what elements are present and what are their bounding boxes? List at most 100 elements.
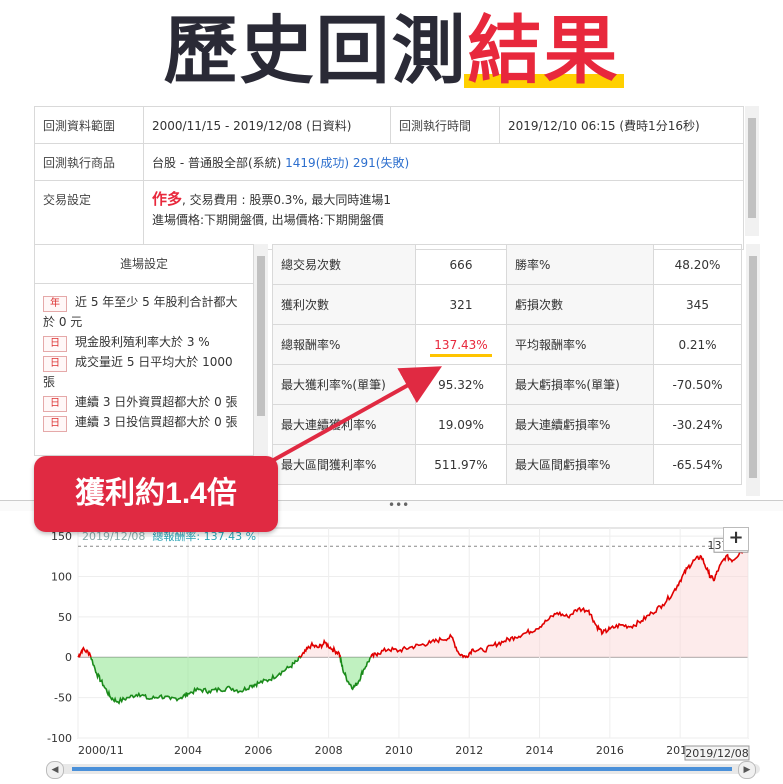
stat-value: 19.09% (415, 404, 507, 445)
exec-time-value: 2019/12/10 06:15 (費時1分16秒) (499, 106, 744, 144)
panel-splitter[interactable]: ••• (0, 498, 783, 512)
page-title: 歷史回測結果 (0, 6, 783, 96)
x-tick-label: 2014 (526, 744, 554, 757)
title-part2: 結果 (467, 8, 620, 94)
stats-row: 最大連續獲利率% 19.09% 最大連續虧損率% -30.24% (272, 404, 742, 445)
condition-item: 日成交量近 5 日平均大於 1000 張 (43, 352, 245, 392)
stat-value: 666 (415, 244, 507, 285)
chart-scroll-thumb[interactable] (72, 767, 732, 771)
y-tick-label: 100 (51, 570, 72, 583)
chart-areas (78, 544, 748, 704)
entry-conditions: 年近 5 年至少 5 年股利合計都大於 0 元 日現金股利殖利率大於 3 % 日… (35, 292, 253, 432)
trade-fee: , 交易費用 : 股票0.3%, 最大同時進場1 (182, 193, 392, 207)
entry-scrollbar[interactable] (254, 244, 268, 456)
stats-row: 總交易次數 666 勝率% 48.20% (272, 244, 742, 285)
success-link[interactable]: 1419(成功) (285, 155, 350, 170)
stat-key: 勝率% (506, 244, 654, 285)
range-label: 回測資料範圍 (34, 106, 144, 144)
total-return-value: 137.43% (434, 337, 488, 352)
stat-value: -70.50% (653, 364, 742, 405)
loss-line (339, 656, 372, 691)
profit-line (300, 638, 341, 659)
stat-key: 最大區間獲利率% (272, 444, 416, 485)
profit-line (370, 544, 749, 659)
stats-row: 獲利次數 321 虧損次數 345 (272, 284, 742, 325)
y-tick-label: 150 (51, 530, 72, 543)
legend-label: 總報酬率: 137.43 % (152, 530, 257, 543)
stat-value: 0.21% (653, 324, 742, 365)
stats-row: 總報酬率% 137.43% 平均報酬率% 0.21% (272, 324, 742, 365)
y-tick-label: -50 (54, 692, 72, 705)
splitter-grip-icon[interactable]: ••• (388, 498, 410, 512)
stats-scrollbar[interactable] (746, 244, 760, 496)
stat-key: 最大連續虧損率% (506, 404, 654, 445)
condition-tag: 日 (43, 396, 67, 412)
stat-value: -30.24% (653, 404, 742, 445)
profit-line (297, 655, 301, 658)
profit-callout: 獲利約1.4倍 (34, 456, 278, 532)
condition-text: 連續 3 日外資買超都大於 0 張 (75, 395, 238, 409)
stat-key: 總報酬率% (272, 324, 416, 365)
x-tick-label: 2010 (385, 744, 413, 757)
fail-link[interactable]: 291(失敗) (352, 155, 410, 170)
x-tick-label: 2016 (596, 744, 624, 757)
legend-date: 2019/12/08 (82, 530, 146, 543)
info-scroll-thumb[interactable] (748, 118, 756, 218)
stat-key: 獲利次數 (272, 284, 416, 325)
stat-key: 最大虧損率%(單筆) (506, 364, 654, 405)
profit-line (77, 646, 92, 659)
y-tick-label: 0 (65, 651, 72, 664)
info-scrollbar[interactable] (745, 106, 759, 236)
x-tick-label: 2012 (455, 744, 483, 757)
chart-legend: 2019/12/08 總報酬率: 137.43 % (82, 528, 256, 544)
condition-text: 成交量近 5 日平均大於 1000 張 (43, 355, 233, 389)
stat-value: 345 (653, 284, 742, 325)
condition-item: 年近 5 年至少 5 年股利合計都大於 0 元 (43, 292, 245, 332)
y-tick-label: -100 (47, 732, 72, 745)
condition-text: 連續 3 日投信買超都大於 0 張 (75, 415, 238, 429)
trade-settings: 作多, 交易費用 : 股票0.3%, 最大同時進場1 進場價格:下期開盤價, 出… (143, 180, 744, 250)
stat-key: 平均報酬率% (506, 324, 654, 365)
trade-price: 進場價格:下期開盤價, 出場價格:下期開盤價 (152, 213, 384, 227)
stat-key: 最大區間虧損率% (506, 444, 654, 485)
condition-item: 日連續 3 日投信買超都大於 0 張 (43, 412, 245, 432)
profit-area (300, 640, 341, 658)
x-tick-label: 2006 (244, 744, 272, 757)
stat-value: 321 (415, 284, 507, 325)
stat-key: 最大連續獲利率% (272, 404, 416, 445)
chart-horizontal-scrollbar[interactable]: ◀ ▶ (46, 761, 760, 779)
profit-area (370, 544, 748, 658)
entry-scroll-thumb[interactable] (257, 256, 265, 416)
profit-area (78, 647, 91, 658)
loss-area (90, 657, 299, 704)
exec-time-label: 回測執行時間 (390, 106, 500, 144)
condition-tag: 日 (43, 336, 67, 352)
scroll-left-icon[interactable]: ◀ (46, 761, 64, 779)
total-return-cell: 137.43% (415, 324, 507, 365)
stats-scroll-thumb[interactable] (749, 256, 757, 478)
chart-lines (77, 544, 749, 705)
stat-value: 48.20% (653, 244, 742, 285)
stat-value: 95.32% (415, 364, 507, 405)
condition-tag: 日 (43, 356, 67, 372)
product-label: 回測執行商品 (34, 143, 144, 181)
stat-value: 511.97% (415, 444, 507, 485)
condition-text: 現金股利殖利率大於 3 % (75, 335, 210, 349)
y-tick-label: 50 (58, 611, 72, 624)
product-value-cell: 台股 - 普通股全部(系統) 1419(成功) 291(失敗) (143, 143, 744, 181)
y-tick-labels: 150 100 50 0 -50 -100 (47, 530, 72, 745)
zoom-in-button[interactable]: + (723, 527, 749, 551)
x-tick-labels: 2000/11200420062008201020122014201620182… (78, 744, 748, 757)
entry-settings-panel: 進場設定 年近 5 年至少 5 年股利合計都大於 0 元 日現金股利殖利率大於 … (34, 244, 254, 456)
condition-tag: 年 (43, 296, 67, 312)
backtest-info-table: 回測資料範圍 2000/11/15 - 2019/12/08 (日資料) 回測執… (34, 106, 744, 250)
x-tick-label: 2004 (174, 744, 202, 757)
return-chart: 150 100 50 0 -50 -100 2000/11 2004 2006 2008 2010… (47, 527, 750, 761)
condition-text: 近 5 年至少 5 年股利合計都大於 0 元 (43, 295, 238, 329)
x-tick-label: 2008 (315, 744, 343, 757)
stat-key: 最大獲利率%(單筆) (272, 364, 416, 405)
x-tick-label: 2000/11 (78, 744, 124, 757)
stat-key: 虧損次數 (506, 284, 654, 325)
condition-item: 日連續 3 日外資買超都大於 0 張 (43, 392, 245, 412)
scroll-right-icon[interactable]: ▶ (738, 761, 756, 779)
